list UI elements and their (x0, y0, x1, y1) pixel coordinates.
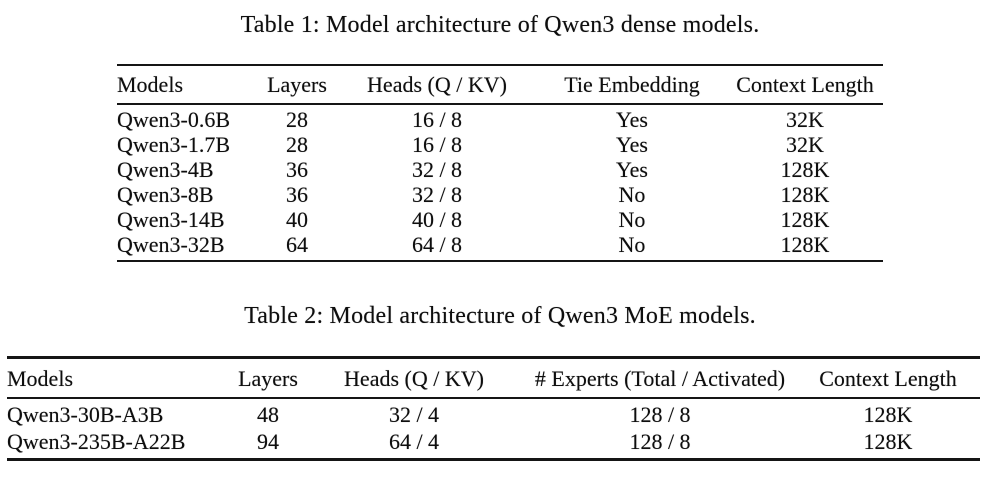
table-cell: 128 / 8 (629, 429, 691, 454)
model-name-cell: Qwen3-32B (117, 232, 225, 257)
column-header: Tie Embedding (537, 65, 727, 105)
header-row: Models Layers Heads (Q / KV) Tie Embedding C… (117, 65, 883, 105)
table-cell: 64 / 8 (411, 232, 463, 257)
table-row: Qwen3-30B-A3B 48 32 / 4 128 / 8 128K (7, 398, 980, 428)
table-cell: 32K (786, 132, 824, 157)
table-cell: Yes (615, 157, 648, 182)
model-name-cell: Qwen3-8B (117, 182, 214, 207)
table-cell: 32 / 8 (411, 182, 463, 207)
column-header: Context Length (796, 357, 980, 399)
table-cell: Yes (615, 107, 648, 132)
table-cell: No (618, 207, 646, 232)
model-name-cell: Qwen3-235B-A22B (7, 429, 186, 454)
table-cell: 40 / 8 (411, 207, 463, 232)
table-cell: 128 / 8 (629, 402, 691, 427)
table-cell: 128K (780, 157, 830, 182)
table-cell: 128K (780, 207, 830, 232)
column-header: Models (117, 65, 257, 105)
table1-caption: Table 1: Model architecture of Qwen3 den… (240, 12, 760, 38)
table-cell: 64 / 4 (388, 429, 440, 454)
table-cell: 48 (257, 402, 279, 427)
column-header: Heads (Q / KV) (304, 357, 524, 399)
table-cell: 28 (286, 107, 308, 132)
table-cell: Yes (615, 132, 648, 157)
table-row: Qwen3-0.6B 28 16 / 8 Yes 32K (117, 104, 883, 132)
model-name-cell: Qwen3-4B (117, 157, 214, 182)
header-row: Models Layers Heads (Q / KV) # Experts (Tot… (7, 357, 980, 399)
model-name-cell: Qwen3-1.7B (117, 132, 231, 157)
table-row: Qwen3-8B 36 32 / 8 No 128K (117, 182, 883, 207)
table-cell: 128K (863, 402, 913, 427)
table-cell: 32 / 8 (411, 157, 463, 182)
table-cell: 36 (286, 157, 308, 182)
table-row: Qwen3-235B-A22B 94 64 / 4 128 / 8 128K (7, 428, 980, 460)
table-cell: 36 (286, 182, 308, 207)
table-row: Qwen3-14B 40 40 / 8 No 128K (117, 207, 883, 232)
table-cell: 128K (863, 429, 913, 454)
table-cell: 128K (780, 232, 830, 257)
table-cell: No (618, 232, 646, 257)
table-row: Qwen3-4B 36 32 / 8 Yes 128K (117, 157, 883, 182)
table-cell: 32K (786, 107, 824, 132)
table-cell: 64 (286, 232, 308, 257)
column-header: Models (7, 357, 232, 399)
column-header: Context Length (727, 65, 883, 105)
model-name-cell: Qwen3-0.6B (117, 107, 231, 132)
table-cell: 16 / 8 (411, 132, 463, 157)
table-cell: 32 / 4 (388, 402, 440, 427)
table-cell: 128K (780, 182, 830, 207)
table2-caption: Table 2: Model architecture of Qwen3 MoE… (244, 303, 756, 329)
model-name-cell: Qwen3-14B (117, 207, 225, 232)
table-row: Qwen3-1.7B 28 16 / 8 Yes 32K (117, 132, 883, 157)
dense-models-table: Models Layers Heads (Q / KV) Tie Embedding C… (117, 64, 883, 262)
column-header: Layers (232, 357, 304, 399)
column-header: # Experts (Total / Activated) (524, 357, 796, 399)
table-cell: No (618, 182, 646, 207)
table-cell: 16 / 8 (411, 107, 463, 132)
model-name-cell: Qwen3-30B-A3B (7, 402, 164, 427)
moe-models-table: Models Layers Heads (Q / KV) # Experts (Tot… (7, 356, 980, 461)
column-header: Heads (Q / KV) (337, 65, 537, 105)
table-cell: 94 (257, 429, 279, 454)
table-row: Qwen3-32B 64 64 / 8 No 128K (117, 232, 883, 261)
column-header: Layers (257, 65, 337, 105)
table-cell: 28 (286, 132, 308, 157)
table-cell: 40 (286, 207, 308, 232)
